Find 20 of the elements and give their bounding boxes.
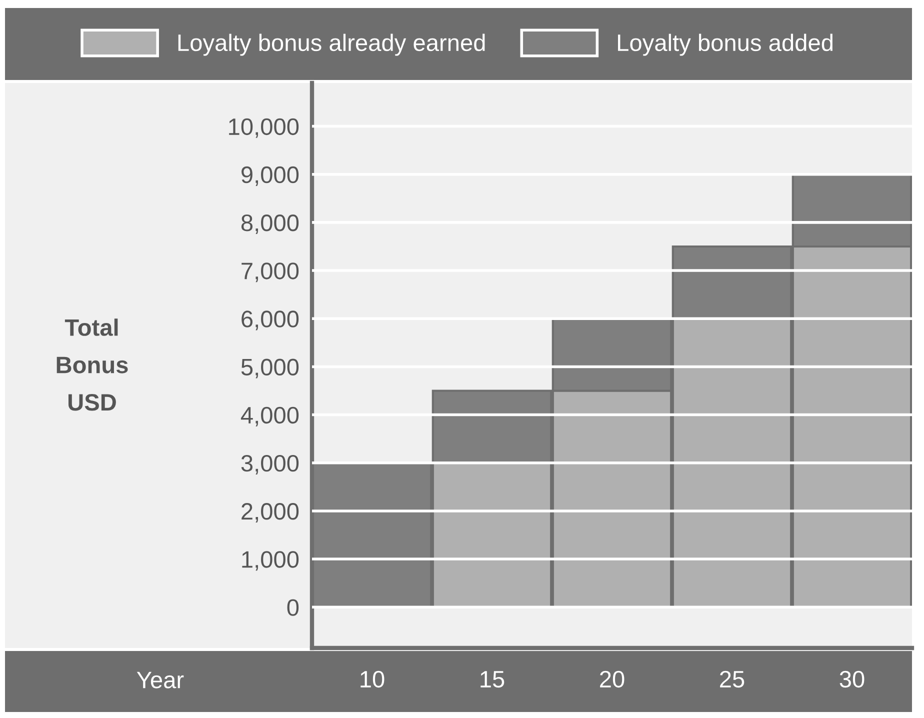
- y-tick-label: 5,000: [241, 358, 299, 378]
- x-tick-label: 20: [600, 670, 624, 688]
- y-tick-label: 2,000: [242, 503, 299, 523]
- y-tick-label: 1,000: [242, 551, 299, 571]
- y-tick-label: 3,000: [241, 454, 299, 474]
- y-tick-label: 7,000: [242, 262, 299, 282]
- legend-label: Loyalty bonus added: [618, 34, 832, 56]
- y-tick-label: 6,000: [242, 310, 299, 330]
- y-tick-label: 8,000: [241, 214, 299, 234]
- x-tick-label: 10: [360, 670, 384, 688]
- y-tick-label: 9,000: [242, 166, 299, 186]
- x-tick-label: 15: [480, 671, 504, 688]
- x-tick-label: 30: [840, 670, 864, 688]
- x-tick-label: 25: [720, 670, 744, 688]
- legend-label: Loyalty bonus already earned: [178, 34, 485, 56]
- y-tick-label: 4,000: [240, 406, 299, 426]
- y-axis-title: Total Bonus USD: [56, 318, 128, 411]
- y-tick-label: 10,000: [229, 118, 299, 138]
- x-axis-title: Year: [136, 672, 184, 688]
- y-tick-label: 0: [287, 599, 299, 616]
